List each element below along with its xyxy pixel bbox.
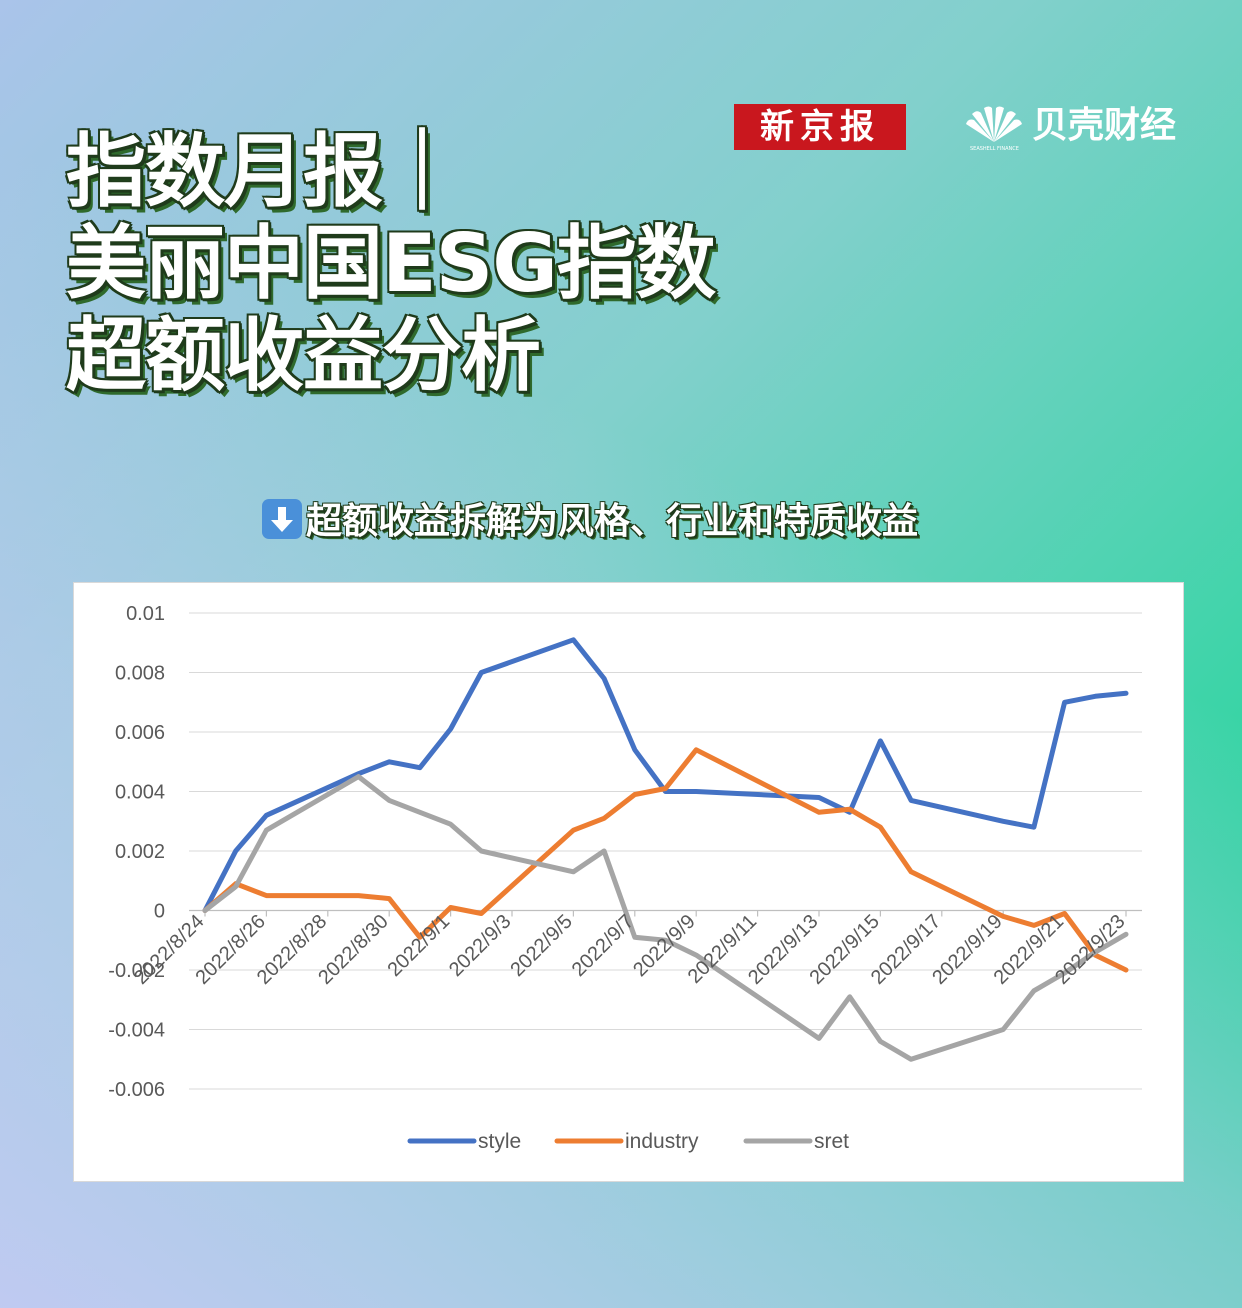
y-tick-label: -0.002 (108, 960, 165, 982)
beike-logo-text: 贝壳财经 (1032, 105, 1177, 146)
title-line-3: 超额收益分析 (66, 309, 541, 402)
grid-lines (189, 612, 1142, 1090)
legend: style industry sret (407, 1130, 849, 1153)
beike-logo-subtext: SEASHELL FINANCE (970, 146, 1019, 152)
chart-subtitle: 超额收益拆解为风格、行业和特质收益 (262, 492, 918, 542)
legend-label-sret: sret (814, 1130, 849, 1153)
y-tick-label: 0.01 (126, 603, 165, 625)
y-tick-label: 0.002 (115, 841, 165, 863)
series-line-sret (202, 774, 1129, 1062)
y-tick-label: -0.006 (108, 1079, 165, 1101)
xinjingbao-logo: 新京报 (734, 104, 906, 150)
legend-label-style: style (478, 1130, 521, 1153)
seashell-icon (966, 106, 1022, 142)
y-tick-label: 0.006 (115, 722, 165, 744)
page-title: 指数月报｜ 美丽中国ESG指数 超额收益分析 (66, 125, 716, 402)
down-arrow-icon (262, 499, 302, 539)
y-tick-labels: 0.01 0.008 0.006 0.004 0.002 0 -0.002 -0.004 -0.… (108, 603, 165, 1101)
y-tick-label: 0.004 (115, 782, 165, 804)
title-line-2: 美丽中国ESG指数 (66, 217, 716, 310)
legend-label-industry: industry (625, 1130, 699, 1153)
y-tick-label: 0.008 (115, 663, 165, 685)
series-lines (202, 637, 1129, 1062)
y-tick-label: -0.004 (108, 1020, 165, 1042)
x-tick-labels: 2022/8/242022/8/262022/8/282022/8/302022… (130, 910, 1129, 988)
series-line-industry (202, 747, 1129, 973)
series-line-style (202, 637, 1129, 913)
chart-card: 0.01 0.008 0.006 0.004 0.002 0 -0.002 -0.004 -0.… (73, 582, 1184, 1182)
line-chart: 0.01 0.008 0.006 0.004 0.002 0 -0.002 -0.004 -0.… (108, 603, 1142, 1153)
chart-subtitle-text: 超额收益拆解为风格、行业和特质收益 (306, 501, 919, 542)
title-line-1: 指数月报｜ (66, 125, 462, 218)
y-tick-label: 0 (154, 901, 165, 923)
